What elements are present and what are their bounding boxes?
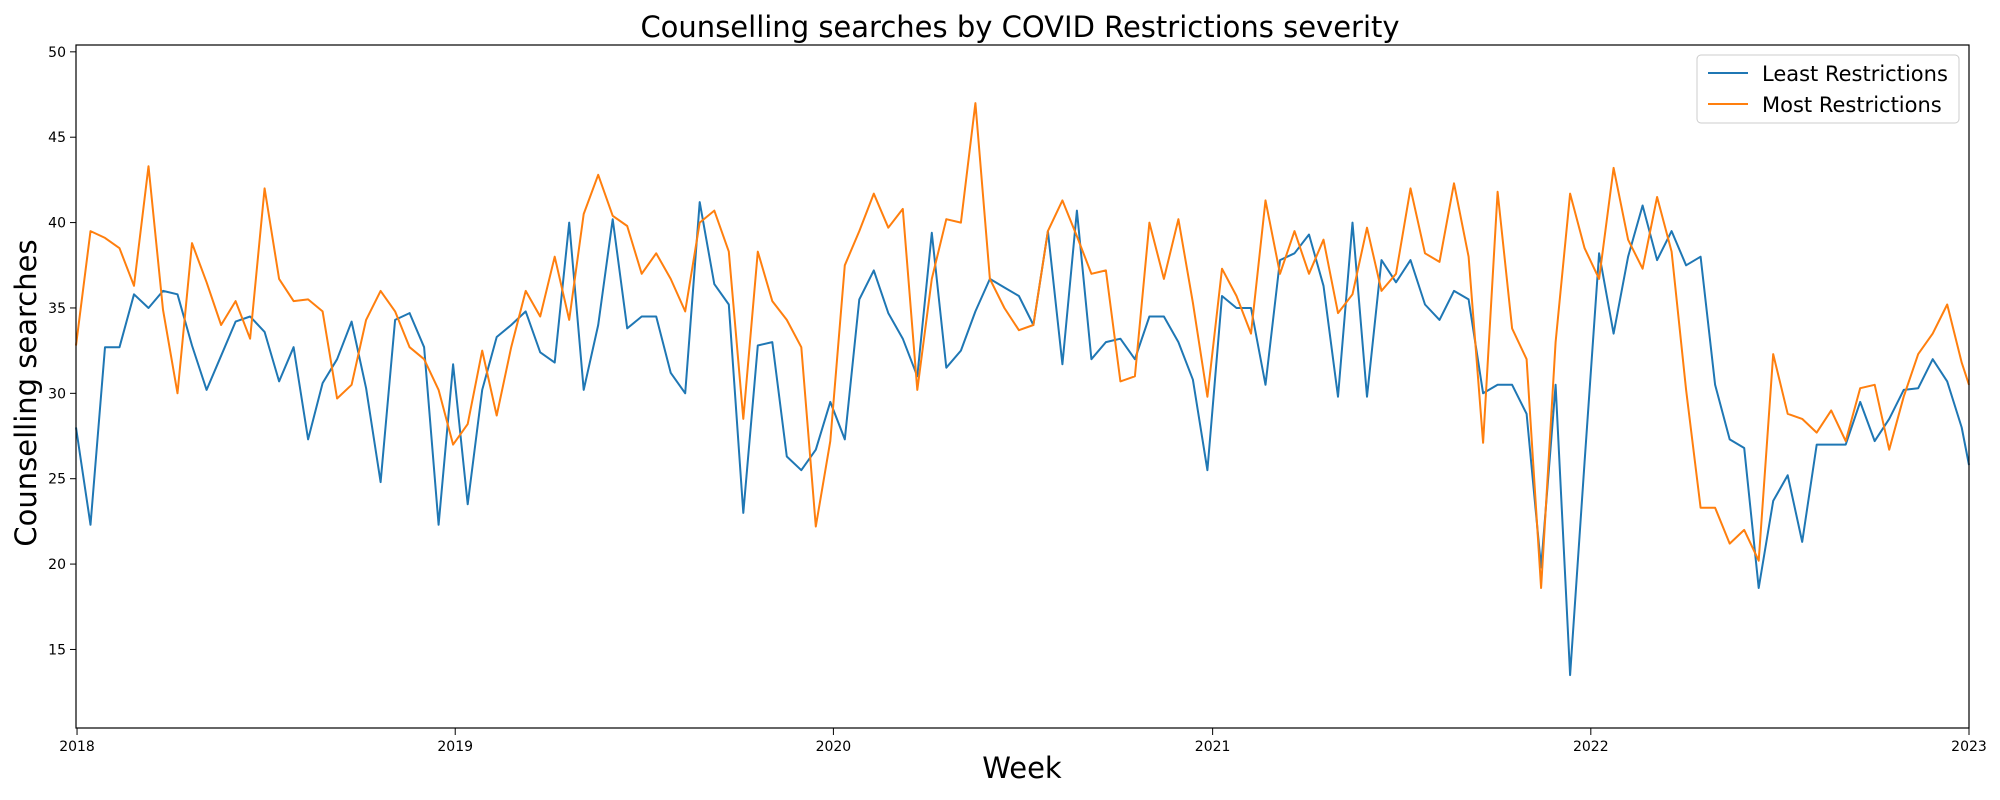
- x-tick-label: 2022: [1573, 739, 1609, 755]
- x-tick-label: 2018: [59, 739, 95, 755]
- y-tick-label: 50: [48, 45, 66, 61]
- y-axis-label: Counselling searches: [9, 239, 43, 546]
- y-tick-label: 30: [48, 386, 66, 402]
- plot-frame: [75, 44, 1970, 729]
- y-tick-label: 45: [48, 130, 66, 146]
- series-line-1: [75, 102, 1970, 589]
- y-tick-label: 20: [48, 557, 66, 573]
- series-layer: [75, 102, 1970, 677]
- x-axis-ticks: 2018 2019 2020 2021 2022 2023: [59, 728, 1987, 755]
- legend-box: [1696, 54, 1960, 124]
- y-tick-label: 15: [48, 642, 66, 658]
- chart-title: Counselling searches by COVID Restrictio…: [640, 10, 1399, 44]
- x-axis-label: Week: [982, 751, 1062, 785]
- y-tick-label: 25: [48, 472, 66, 488]
- y-axis-ticks: 15 20 25 30 35 40 45 50: [48, 45, 76, 658]
- x-tick-label: 2021: [1195, 739, 1231, 755]
- series-line-0: [75, 201, 1970, 677]
- legend: Least Restrictions Most Restrictions: [1696, 54, 1960, 124]
- x-tick-label: 2019: [437, 739, 473, 755]
- legend-label-0: Least Restrictions: [1762, 62, 1948, 86]
- x-tick-label: 2020: [816, 739, 852, 755]
- legend-label-1: Most Restrictions: [1762, 93, 1942, 117]
- y-tick-label: 40: [48, 216, 66, 232]
- x-tick-label: 2023: [1951, 739, 1987, 755]
- y-tick-label: 35: [48, 301, 66, 317]
